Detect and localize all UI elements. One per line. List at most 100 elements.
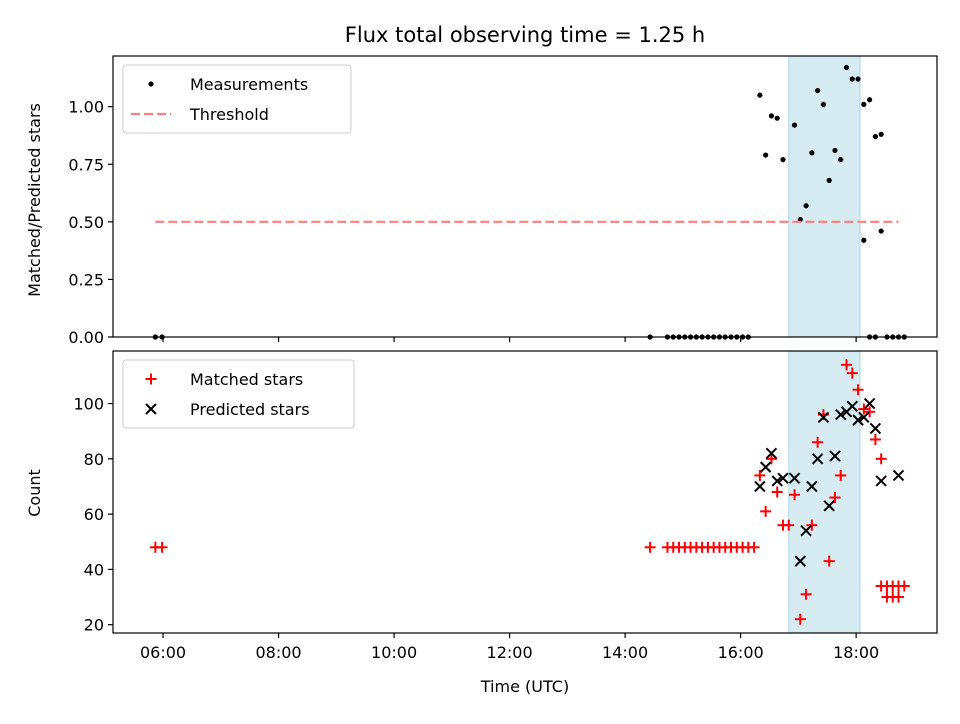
predicted-star-point	[835, 408, 847, 421]
matched-star-point	[156, 541, 168, 553]
x-stroke-b	[869, 422, 882, 435]
legend-x-b	[145, 403, 157, 415]
predicted-star-point	[800, 524, 812, 537]
x-stroke-b	[817, 411, 830, 424]
predicted-star-point	[823, 500, 835, 512]
matched-star-point	[800, 588, 812, 600]
matched-star-point	[789, 489, 801, 501]
bottom-y-axis-label: Count	[25, 469, 44, 517]
predicted-star-point	[771, 475, 783, 487]
matched-star-point	[846, 367, 858, 379]
x-stroke-b	[788, 472, 801, 484]
matched-star-point	[864, 406, 876, 418]
predicted-star-point	[875, 475, 887, 487]
predicted-star-point	[777, 472, 789, 484]
matched-star-point	[892, 591, 904, 603]
predicted-star-point	[811, 453, 824, 465]
measurement-point	[838, 157, 844, 163]
x-stroke-b	[863, 397, 876, 410]
legend-label: Measurements	[190, 75, 308, 94]
predicted-star-point	[788, 472, 801, 484]
top-y-axis-label: Matched/Predicted stars	[25, 103, 44, 297]
x-stroke-b	[852, 414, 864, 426]
y-tick-label: 60	[84, 505, 104, 524]
x-stroke-b	[794, 555, 807, 567]
x-stroke-b	[759, 461, 772, 473]
matched-star-point	[783, 519, 795, 531]
matched-star-point	[760, 505, 772, 517]
x-stroke-b	[771, 475, 783, 487]
predicted-star-point	[829, 450, 841, 462]
measurement-point	[815, 87, 821, 94]
matched-star-point	[858, 403, 870, 415]
legend-label: Threshold	[189, 105, 269, 124]
matched-star-point	[841, 359, 853, 371]
y-tick-label: 0.25	[68, 270, 104, 289]
matched-star-point	[794, 613, 806, 625]
measurement-point	[855, 76, 861, 82]
predicted-star-point	[817, 411, 830, 424]
y-tick-label: 40	[84, 560, 104, 579]
y-tick-label: 100	[73, 395, 104, 414]
x-stroke-b	[892, 469, 905, 482]
highlight-span	[788, 55, 861, 338]
y-tick-label: 20	[84, 616, 104, 635]
legend-label: Matched stars	[190, 370, 303, 389]
predicted-star-point	[794, 555, 807, 567]
legend-box	[122, 359, 355, 429]
legend-box	[122, 64, 352, 134]
legend: Matched stars Predicted stars	[122, 359, 355, 429]
matched-star-point	[898, 580, 910, 592]
x-stroke-b	[835, 408, 847, 421]
x-stroke-b	[829, 450, 841, 462]
y-tick-label: 80	[84, 450, 104, 469]
measurement-point	[867, 97, 873, 103]
predicted-star-point	[754, 480, 766, 493]
y-tick-label: 0.00	[68, 328, 104, 347]
measurement-point	[849, 76, 855, 82]
measurement-point	[768, 113, 775, 119]
x-axis-label: Time (UTC)	[480, 677, 569, 696]
top-panel: 0.00 0.25 0.50 0.75 1.00 Measurements Threshol…	[68, 55, 938, 347]
measurement-point	[791, 122, 798, 128]
x-stroke-b	[800, 524, 812, 537]
matched-star-point	[875, 453, 887, 465]
predicted-star-point	[858, 411, 870, 424]
predicted-star-point	[846, 400, 858, 413]
measurement-point	[780, 157, 786, 163]
x-tick-label: 12:00	[487, 643, 533, 662]
x-tick-label: 10:00	[371, 643, 417, 662]
matched-star-point	[829, 492, 841, 504]
measurement-point	[757, 92, 763, 98]
measurement-point	[809, 150, 815, 156]
highlight-span	[788, 350, 861, 634]
x-stroke-b	[823, 500, 835, 512]
x-stroke-b	[875, 475, 887, 487]
measurement-point	[861, 101, 867, 107]
predicted-star-point	[863, 397, 876, 410]
x-stroke-b	[777, 472, 789, 484]
matched-star-point	[644, 541, 656, 553]
predicted-star-point	[759, 461, 772, 473]
measurement-point	[872, 134, 878, 140]
x-stroke-b	[806, 480, 818, 493]
x-tick-label: 08:00	[256, 643, 302, 662]
legend-measurement-swatch	[148, 81, 154, 87]
measurement-point	[861, 237, 867, 243]
legend: Measurements Threshold	[122, 64, 352, 134]
matched-star-point	[771, 486, 783, 498]
matched-star-point	[748, 541, 760, 553]
y-tick-label: 1.00	[68, 98, 104, 117]
measurement-point	[826, 177, 832, 183]
x-stroke-b	[754, 480, 766, 493]
legend-label: Predicted stars	[190, 400, 310, 419]
predicted-star-point	[806, 480, 818, 493]
x-tick-label: 18:00	[833, 643, 879, 662]
bottom-panel: 20 40 60 80 100 06:00 08:00 10:00 12:00 14:00 16:0…	[73, 350, 938, 662]
x-stroke-b	[811, 453, 824, 465]
y-tick-label: 0.75	[68, 155, 104, 174]
predicted-star-point	[869, 422, 882, 435]
chart-title: Flux total observing time = 1.25 h	[345, 23, 705, 47]
x-tick-label: 16:00	[718, 643, 764, 662]
